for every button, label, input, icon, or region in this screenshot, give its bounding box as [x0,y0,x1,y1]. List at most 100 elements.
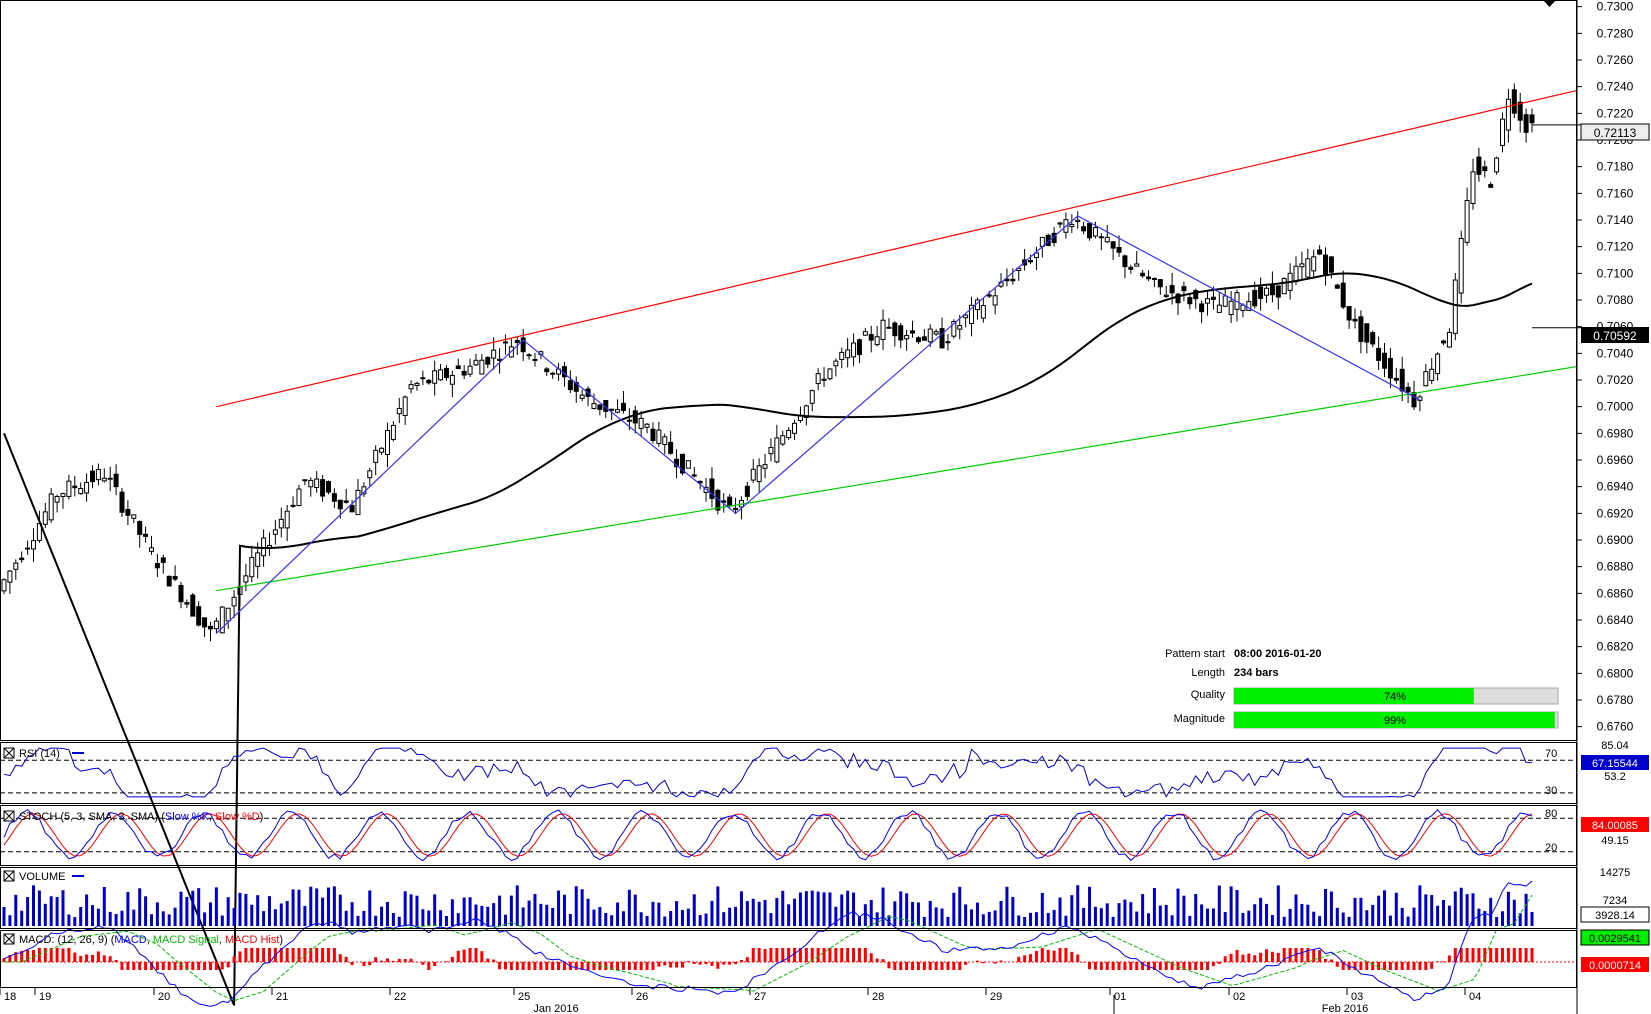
macd-hist-bar [739,960,743,962]
volume-bar [1076,885,1080,926]
macd-hist-bar [1388,962,1392,970]
macd-hist-bar [1412,962,1416,970]
macd-title-text: MACD: (12, 26, 9) (MACD, MACD Signal, MA… [19,934,283,946]
candle-body [868,334,874,341]
macd-hist-bar [26,949,30,962]
volume-bar [1459,887,1463,926]
volume-pane [2,885,1534,926]
volume-bar [144,896,148,926]
volume-bar [557,890,561,926]
volume-bar [828,892,832,926]
candle-body [355,489,361,516]
macd-hist-bar [804,948,808,962]
volume-bar [262,911,266,926]
volume-bar [539,903,543,926]
macd-hist-bar [574,962,578,970]
candle-body [786,429,792,439]
volume-bar [1489,897,1493,926]
volume-bar [450,899,454,926]
volume-bar [698,915,702,926]
candle-body [1523,114,1529,133]
macd-hist-bar [586,962,590,970]
volume-bar [863,904,867,926]
length-value: 234 bars [1234,667,1279,679]
macd-hist-bar [846,948,850,962]
candle-body [1175,293,1181,304]
stoch-pane [0,808,1577,862]
volume-bar [1147,913,1151,926]
macd-hist-bar [244,948,248,962]
macd-hist-bar [1076,954,1080,962]
candle-body [1393,377,1399,381]
current-price: 0.72113 [1594,126,1637,140]
candle-body [1370,332,1376,345]
macd-hist-bar [90,954,94,962]
volume-bar [928,900,932,926]
candle-body [461,370,467,376]
macd-hist-bar [161,962,165,970]
candle-body [1258,286,1264,299]
candle-body [1382,352,1388,369]
volume-bar [787,904,791,926]
candle-body [833,360,839,367]
macd-hist-bar [503,962,507,970]
macd-hist-bar [185,962,189,970]
price-tick-label: 0.6880 [1597,560,1634,574]
macd-hist-bar [197,962,201,970]
macd-hist-bar [250,948,254,962]
stoch-k-line [3,808,1533,862]
macd-hist-bar [1530,948,1534,962]
macd-hist-bar [1194,962,1198,970]
macd-hist-bar [468,948,472,962]
volume-value-box [1580,906,1650,923]
volume-bar [663,916,667,926]
candle-body [66,480,72,497]
candle-body [119,491,125,513]
candle-body [632,410,638,424]
rsi-value-box [1581,755,1649,770]
scroll-end-icon[interactable] [1543,0,1556,7]
candle-body [620,402,626,411]
stoch-level-mid: 49.15 [1601,835,1629,847]
stoch-close-cross [3,810,15,822]
candle-body [851,342,857,358]
volume-bar [356,915,360,926]
volume-bar [1164,904,1168,926]
volume-bar [728,907,732,926]
macd-hist-bar [1489,948,1493,962]
macd-hist-bar [580,962,584,970]
macd-hist-bar [663,962,667,966]
volume-bar [675,901,679,926]
volume-bar [975,902,979,926]
macd-hist-bar [1335,962,1339,967]
price-tick-label: 0.6860 [1597,586,1634,600]
stoch-level-20: 20 [1545,842,1557,854]
macd-hist-bar [285,948,289,962]
macd-hist-bar [1088,962,1092,970]
price-tick-label: 0.6800 [1597,666,1634,680]
macd-hist-bar [203,962,207,970]
candle-body [154,562,160,569]
macd-hist-bar [881,959,885,962]
candle-body [101,477,107,482]
candle-body [957,325,963,330]
volume-close-cross [3,870,15,882]
macd-hist-bar [474,948,478,962]
candle-body [1435,353,1441,375]
candle-body [408,384,414,390]
volume-bar [1005,886,1009,926]
candle-body [207,625,213,630]
volume-bar [657,902,661,926]
volume-bar [1082,907,1086,926]
candle-body [963,314,969,319]
volume-bar [940,908,944,926]
volume-bar [179,891,183,926]
volume-bar [810,890,814,926]
volume-bar [1211,908,1215,926]
day-label: 01 [1114,991,1126,1003]
macd-axis: 0.0029541 0.0000714 [1580,929,1650,972]
volume-axis: 14275 7234 3928.14 [1580,867,1650,923]
candle-body [331,493,337,502]
macd-hist-bar [793,948,797,962]
